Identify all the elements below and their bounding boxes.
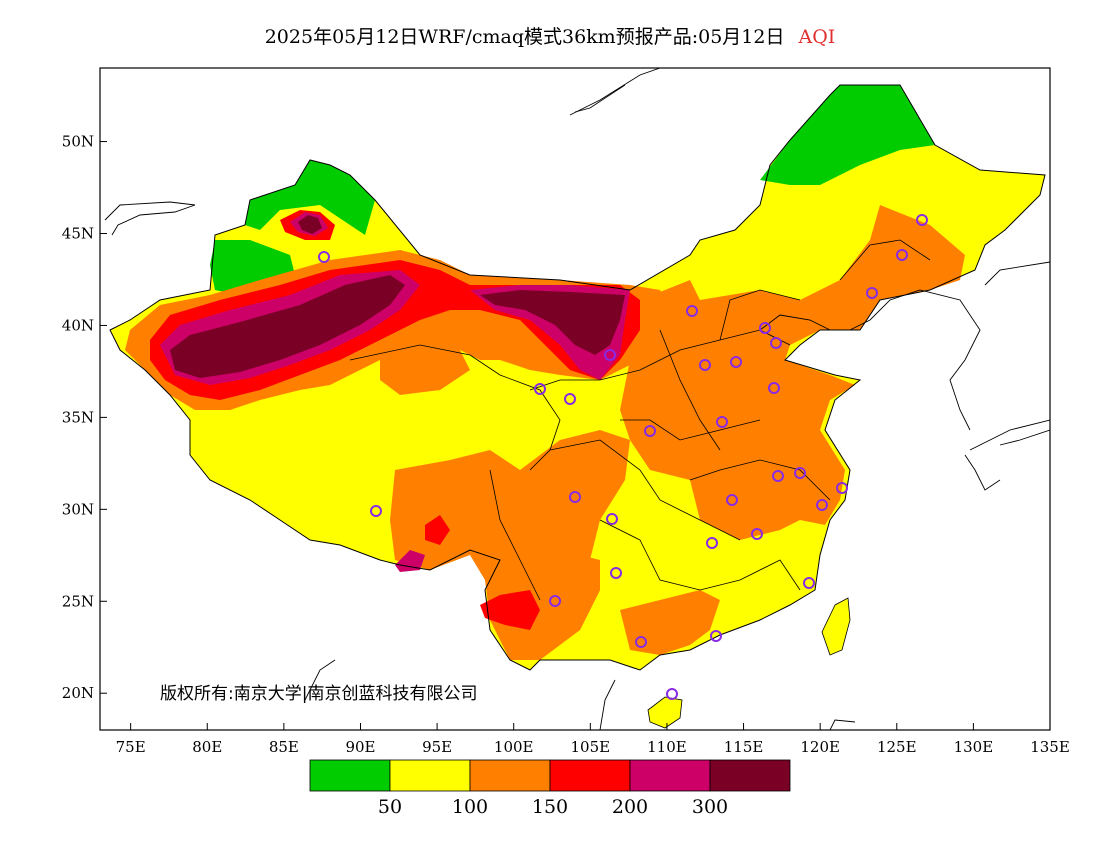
variable-label: AQI	[798, 26, 836, 48]
x-tick-label: 110E	[647, 738, 687, 756]
station-marker	[816, 499, 828, 511]
station-marker	[751, 528, 763, 540]
station-marker	[604, 349, 616, 361]
x-tick-label: 100E	[494, 738, 534, 756]
station-marker	[803, 577, 815, 589]
title-text: 2025年05月12日WRF/cmaq模式36km预报产品:05月12日	[264, 26, 785, 48]
orange-north-plain	[620, 205, 965, 540]
x-tick-label: 75E	[116, 738, 146, 756]
legend-swatch	[469, 759, 551, 792]
x-tick-label: 120E	[800, 738, 840, 756]
national-border	[109, 84, 1046, 671]
coastlines	[104, 68, 1050, 730]
map-frame	[99, 67, 1051, 731]
legend-swatch	[389, 759, 471, 792]
station-marker	[896, 249, 908, 261]
y-tick-label: 45N	[62, 225, 94, 243]
station-marker	[644, 425, 656, 437]
station-marker	[318, 251, 330, 263]
station-marker	[726, 494, 738, 506]
station-marker	[534, 383, 546, 395]
x-tick-label: 80E	[192, 738, 222, 756]
red-south	[480, 590, 540, 630]
red-sichuan-spot	[425, 515, 450, 545]
station-marker	[549, 595, 561, 607]
station-marker	[370, 505, 382, 517]
map-title: 2025年05月12日WRF/cmaq模式36km预报产品:05月12日 AQI	[0, 22, 1100, 49]
legend-swatch	[629, 759, 711, 792]
legend-swatch	[309, 759, 391, 792]
x-tick-label: 125E	[877, 738, 917, 756]
station-marker	[768, 382, 780, 394]
station-marker	[706, 537, 718, 549]
copyright-notice: 版权所有:南京大学|南京创蓝科技有限公司	[160, 684, 478, 704]
latitude-axis: 20N 25N 30N 35N 40N 45N 50N	[62, 133, 107, 702]
station-marker	[916, 214, 928, 226]
station-markers	[318, 214, 928, 700]
orange-yunnan	[490, 550, 600, 655]
station-marker	[866, 287, 878, 299]
darkred-inner-mongolia	[480, 290, 625, 355]
legend-swatch	[549, 759, 631, 792]
station-marker	[759, 322, 771, 334]
station-marker	[716, 416, 728, 428]
station-marker	[772, 470, 784, 482]
taiwan-island	[821, 597, 851, 656]
legend-label: 200	[612, 796, 648, 818]
darkred-tarim-north	[298, 215, 322, 234]
station-marker	[836, 482, 848, 494]
y-tick-label: 35N	[62, 408, 94, 426]
legend-label: 300	[692, 796, 728, 818]
y-tick-label: 25N	[62, 592, 94, 610]
station-marker	[606, 513, 618, 525]
y-tick-label: 50N	[62, 133, 94, 151]
y-tick-label: 30N	[62, 500, 94, 518]
magenta-tibet-spot	[395, 550, 425, 572]
station-marker	[794, 467, 806, 479]
station-marker	[770, 337, 782, 349]
darkred-tarim	[170, 275, 405, 378]
green-northeast	[760, 85, 935, 185]
station-marker	[569, 491, 581, 503]
legend-label: 150	[532, 796, 568, 818]
station-marker	[686, 305, 698, 317]
legend-label: 50	[378, 796, 402, 818]
station-marker	[666, 688, 678, 700]
longitude-axis: 75E 80E 85E 90E 95E 100E 105E 110E 115E 120E 125E 1…	[116, 723, 1070, 756]
station-marker	[710, 630, 722, 642]
map-layers	[104, 68, 1050, 730]
x-tick-label: 135E	[1030, 738, 1070, 756]
x-tick-label: 105E	[571, 738, 611, 756]
legend-swatch	[709, 759, 791, 792]
x-tick-label: 90E	[345, 738, 375, 756]
x-tick-label: 85E	[269, 738, 299, 756]
x-tick-label: 95E	[422, 738, 452, 756]
station-marker	[564, 393, 576, 405]
green-northwest	[245, 160, 375, 235]
station-marker	[635, 636, 647, 648]
aqi-color-legend: 50 100 150 200 300	[309, 759, 791, 818]
station-marker	[699, 359, 711, 371]
hainan-island	[647, 696, 683, 729]
station-marker	[730, 356, 742, 368]
x-tick-label: 115E	[724, 738, 764, 756]
orange-central	[380, 340, 470, 395]
china-base-region	[110, 85, 1045, 670]
station-marker	[610, 567, 622, 579]
x-tick-label: 130E	[954, 738, 994, 756]
province-boundaries	[349, 239, 931, 601]
y-tick-label: 20N	[62, 684, 94, 702]
legend-label: 100	[452, 796, 488, 818]
y-tick-label: 40N	[62, 316, 94, 334]
